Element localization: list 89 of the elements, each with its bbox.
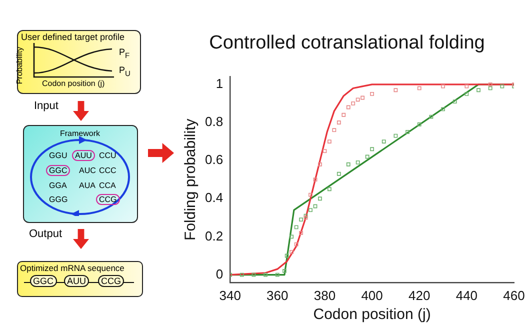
point: [318, 162, 322, 166]
point: [370, 147, 374, 152]
point: [464, 84, 469, 88]
point: [290, 234, 294, 239]
x-axis-title: Codon position (j): [313, 306, 431, 324]
point: [327, 187, 332, 192]
text: CCG: [98, 275, 124, 287]
y-tick-label: 0: [216, 266, 224, 282]
y-tick-label: 0.4: [204, 190, 224, 206]
x-tick-label: 340: [219, 288, 241, 303]
text: GGC: [46, 165, 70, 176]
y-tick-label: 0.6: [204, 152, 224, 168]
x-tick-label: 360: [266, 288, 288, 303]
point: [308, 208, 312, 212]
text: GGU: [48, 150, 68, 161]
point: [356, 98, 360, 102]
text: GGG: [48, 194, 69, 205]
point: [252, 272, 256, 277]
text: Probability: [15, 46, 24, 84]
point: [264, 272, 268, 277]
point: [240, 272, 244, 277]
x-tick-label: 460: [503, 288, 525, 303]
point: [313, 178, 318, 182]
point: [394, 134, 398, 138]
point: [318, 196, 322, 201]
point: [441, 107, 445, 112]
text: Input: [34, 100, 58, 112]
text: GGC: [30, 275, 57, 287]
x-tick-label: 420: [408, 288, 430, 303]
text: AUU: [64, 275, 90, 287]
point: [327, 140, 332, 144]
text: Framework: [60, 129, 100, 138]
point: [394, 88, 398, 92]
point: [308, 192, 312, 197]
text: CCC: [98, 165, 118, 176]
point: [488, 86, 492, 90]
point: [284, 254, 289, 258]
point: [406, 130, 410, 134]
point: [346, 162, 350, 166]
point: [332, 128, 336, 132]
x-tick-label: 440: [456, 288, 478, 303]
y-axis-title: Folding probability: [182, 118, 200, 240]
text: AUC: [78, 165, 97, 176]
y-tick-label: 0.8: [204, 114, 224, 130]
x-tick-label: 400: [361, 288, 383, 303]
point: [356, 160, 360, 164]
text: Output: [29, 228, 62, 240]
point: [346, 105, 350, 110]
point: [488, 82, 492, 86]
point: [417, 122, 422, 126]
point: [342, 112, 346, 117]
point: [290, 250, 294, 254]
text: P$_{F}$: [119, 47, 130, 60]
text: User defined target profile: [21, 32, 125, 42]
point: [382, 140, 386, 144]
point: [313, 204, 318, 208]
point: [351, 101, 356, 106]
point: [336, 172, 341, 176]
y-tick-label: 1: [216, 76, 224, 91]
text: GGA: [48, 180, 68, 191]
text: Codon position (j): [42, 79, 105, 88]
point: [464, 92, 469, 96]
chart-title: Controlled cotranslational folding: [209, 32, 485, 54]
point: [500, 84, 504, 88]
point: [336, 120, 341, 124]
point: [282, 269, 286, 273]
text: CCG: [96, 194, 120, 205]
point: [360, 96, 365, 100]
y-tick-label: 0.2: [204, 228, 224, 244]
point: [417, 86, 422, 90]
text: AUA: [78, 180, 96, 191]
point: [365, 154, 370, 159]
text: AUU: [72, 150, 95, 161]
text: P$_{U}$: [119, 65, 130, 78]
point: [275, 272, 280, 277]
point: [370, 92, 374, 96]
text: Optimized mRNA sequence: [20, 263, 124, 273]
point: [476, 88, 480, 92]
x-tick-label: 380: [314, 288, 336, 303]
point: [294, 225, 298, 230]
text: CCA: [98, 180, 117, 191]
point: [299, 230, 304, 235]
point: [441, 84, 445, 88]
text: CCU: [98, 150, 118, 161]
point: [322, 149, 327, 153]
point: [429, 114, 434, 119]
point: [294, 242, 298, 246]
point: [299, 218, 304, 222]
point: [452, 100, 457, 104]
